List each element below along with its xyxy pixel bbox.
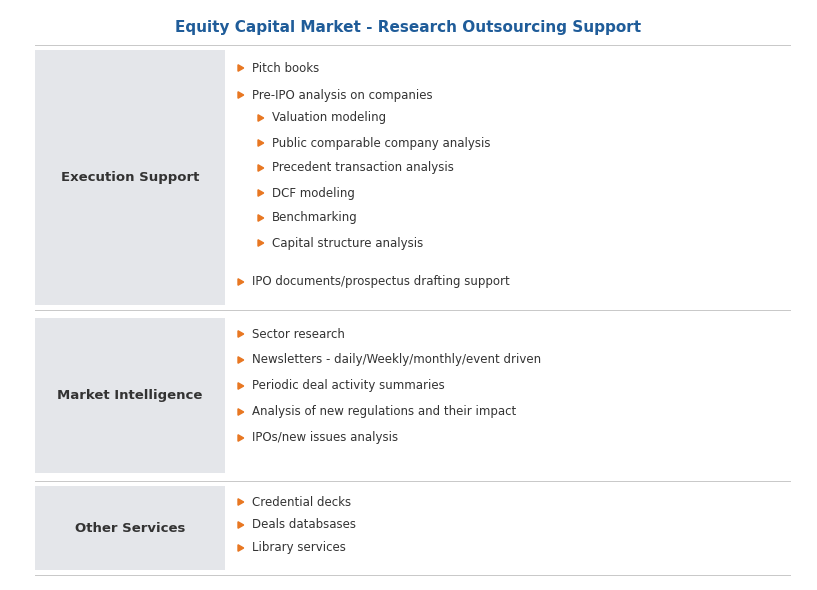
Text: Periodic deal activity summaries: Periodic deal activity summaries xyxy=(252,379,444,392)
Polygon shape xyxy=(238,278,243,285)
Text: Pre-IPO analysis on companies: Pre-IPO analysis on companies xyxy=(252,88,433,101)
Text: Execution Support: Execution Support xyxy=(60,171,199,184)
Text: Library services: Library services xyxy=(252,542,346,555)
Text: Public comparable company analysis: Public comparable company analysis xyxy=(272,136,490,149)
Polygon shape xyxy=(258,140,264,146)
Polygon shape xyxy=(238,522,243,528)
Polygon shape xyxy=(258,190,264,196)
Text: Market Intelligence: Market Intelligence xyxy=(57,389,203,402)
Text: Deals databsases: Deals databsases xyxy=(252,519,356,532)
Polygon shape xyxy=(258,240,264,246)
Text: Benchmarking: Benchmarking xyxy=(272,211,358,225)
Text: IPO documents/prospectus drafting support: IPO documents/prospectus drafting suppor… xyxy=(252,276,510,289)
Polygon shape xyxy=(258,114,264,121)
Text: Precedent transaction analysis: Precedent transaction analysis xyxy=(272,162,454,175)
Text: DCF modeling: DCF modeling xyxy=(272,186,355,199)
Text: Analysis of new regulations and their impact: Analysis of new regulations and their im… xyxy=(252,405,516,418)
Bar xyxy=(35,486,225,570)
Polygon shape xyxy=(238,65,243,71)
Polygon shape xyxy=(238,545,243,551)
Text: Sector research: Sector research xyxy=(252,327,345,340)
Polygon shape xyxy=(238,435,243,441)
Text: Pitch books: Pitch books xyxy=(252,61,319,74)
Polygon shape xyxy=(258,165,264,171)
Text: IPOs/new issues analysis: IPOs/new issues analysis xyxy=(252,431,398,444)
Text: Newsletters - daily/Weekly/monthly/event driven: Newsletters - daily/Weekly/monthly/event… xyxy=(252,353,541,366)
Polygon shape xyxy=(238,331,243,337)
Text: Capital structure analysis: Capital structure analysis xyxy=(272,237,423,250)
Text: Valuation modeling: Valuation modeling xyxy=(272,112,386,124)
Polygon shape xyxy=(238,499,243,505)
Polygon shape xyxy=(238,383,243,389)
Polygon shape xyxy=(238,357,243,363)
Text: Credential decks: Credential decks xyxy=(252,496,351,509)
Text: Equity Capital Market - Research Outsourcing Support: Equity Capital Market - Research Outsour… xyxy=(176,20,641,35)
Polygon shape xyxy=(238,409,243,415)
Polygon shape xyxy=(238,92,243,99)
Polygon shape xyxy=(258,215,264,221)
Bar xyxy=(35,50,225,305)
Bar xyxy=(35,318,225,473)
Text: Other Services: Other Services xyxy=(75,522,185,535)
